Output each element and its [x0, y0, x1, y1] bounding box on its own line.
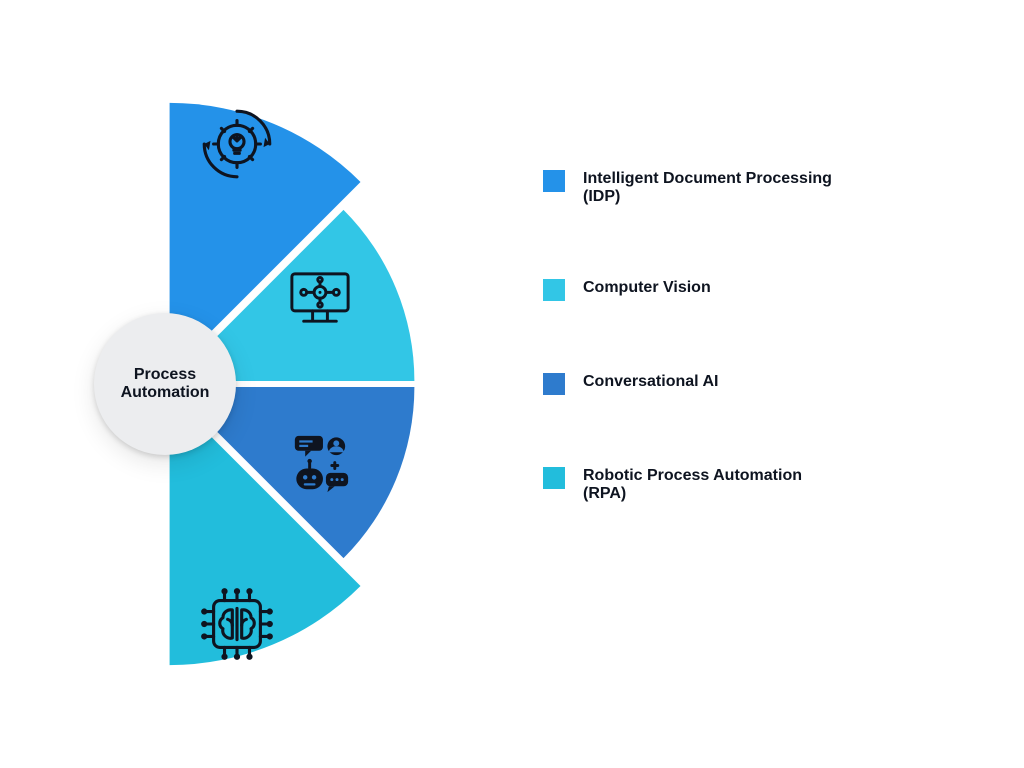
legend-swatch: [543, 279, 565, 301]
legend-item-rpa: Robotic Process Automation (RPA): [543, 467, 843, 504]
legend-label: Computer Vision: [583, 279, 711, 297]
legend-swatch: [543, 373, 565, 395]
legend-swatch: [543, 170, 565, 192]
hub-label-line1: Process: [134, 366, 196, 384]
lightbulb-gear-cycle-icon: [198, 105, 276, 183]
legend: Intelligent Document Processing (IDP) Co…: [543, 170, 843, 504]
monitor-network-icon: [283, 262, 357, 336]
chatbot-bubbles-icon: [283, 430, 357, 504]
hub-circle: Process Automation: [94, 313, 236, 455]
legend-label: Robotic Process Automation (RPA): [583, 467, 843, 504]
hub-label-line2: Automation: [121, 384, 210, 402]
legend-label: Intelligent Document Processing (IDP): [583, 170, 843, 207]
legend-label: Conversational AI: [583, 373, 718, 391]
legend-item-conv-ai: Conversational AI: [543, 373, 843, 395]
legend-item-cv: Computer Vision: [543, 279, 843, 301]
diagram-canvas: Process Automation Intelligent Document …: [0, 0, 1024, 768]
legend-swatch: [543, 467, 565, 489]
legend-item-idp: Intelligent Document Processing (IDP): [543, 170, 843, 207]
brain-chip-icon: [198, 585, 276, 663]
